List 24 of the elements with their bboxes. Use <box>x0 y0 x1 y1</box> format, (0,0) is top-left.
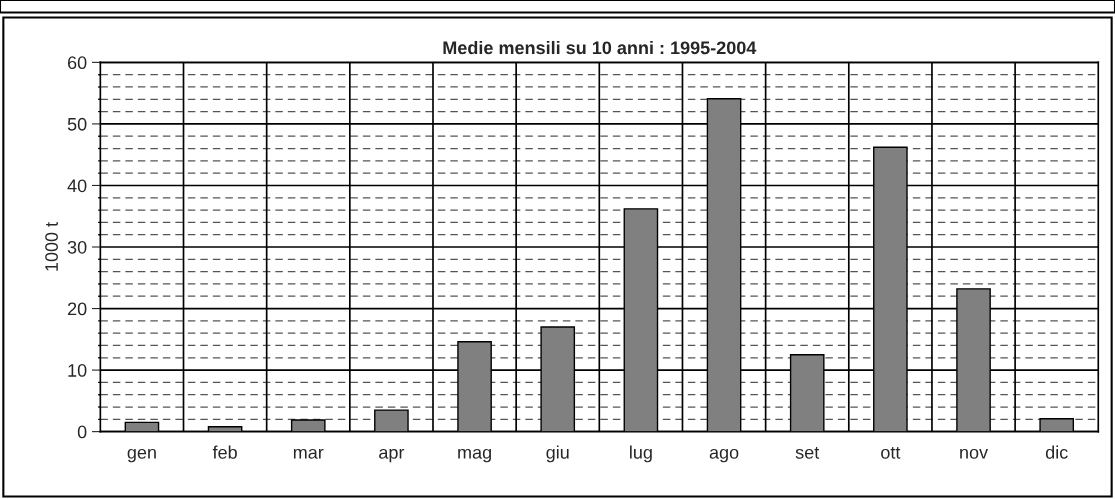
bar <box>374 409 409 432</box>
x-tick-label: ago <box>709 448 739 463</box>
x-tick-label: dic <box>1045 445 1068 459</box>
x-tick-label: ott <box>881 446 901 459</box>
bar <box>1039 418 1075 432</box>
y-tick-label: 0 <box>77 425 87 439</box>
y-axis-title: 1000 t <box>45 222 58 271</box>
x-tick-label: mar <box>293 448 324 459</box>
x-tick-label: feb <box>212 445 237 459</box>
x-tick-label: apr <box>379 448 405 463</box>
x-tick-label: nov <box>960 448 989 459</box>
x-tick-label: set <box>795 446 820 459</box>
y-tick-label: 30 <box>67 240 87 254</box>
y-tick-label: 60 <box>67 56 87 70</box>
x-tick-label: lug <box>630 445 652 463</box>
x-tick-label: giu <box>546 445 569 463</box>
bar <box>290 419 326 432</box>
y-tick-label: 20 <box>67 302 87 316</box>
y-tick-label: 40 <box>67 179 87 193</box>
x-tick-label: gen <box>127 448 156 463</box>
x-tick-label: mag <box>458 448 491 463</box>
y-tick-label: 10 <box>68 364 87 377</box>
chart-title: Medie mensili su 10 anni : 1995-2004 <box>443 40 757 55</box>
y-tick-label: 50 <box>67 117 87 131</box>
